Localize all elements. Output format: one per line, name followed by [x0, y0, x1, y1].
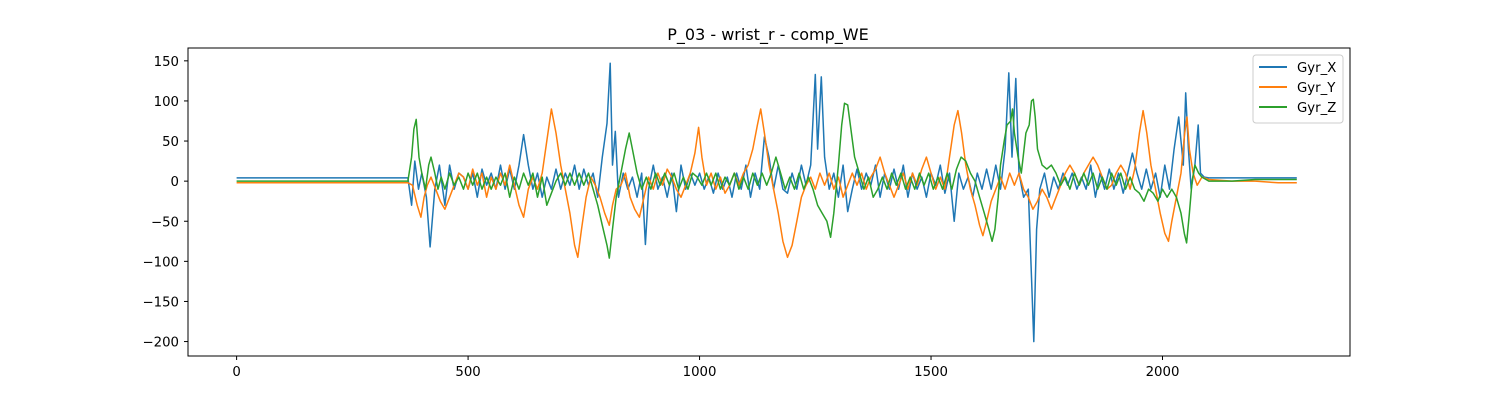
plot-lines — [236, 62, 1297, 343]
y-tick-label: 50 — [162, 135, 179, 150]
x-tick-label: 0 — [232, 365, 240, 380]
y-tick-label: 0 — [171, 175, 179, 190]
series-line-gyr-x — [236, 62, 1297, 343]
chart-title: P_03 - wrist_r - comp_WE — [667, 25, 868, 45]
x-tick-label: 1500 — [914, 365, 948, 380]
legend-label: Gyr_Y — [1297, 81, 1336, 96]
x-tick-label: 2000 — [1146, 365, 1180, 380]
legend-label: Gyr_X — [1297, 61, 1336, 76]
legend-label: Gyr_Z — [1297, 101, 1336, 116]
series-line-gyr-y — [236, 108, 1297, 259]
y-tick-label: −200 — [142, 336, 179, 351]
y-tick-label: −100 — [142, 255, 179, 270]
y-tick-label: 150 — [154, 55, 179, 70]
plot-frame — [187, 47, 1351, 357]
x-tick-label: 1000 — [683, 365, 717, 380]
y-tick-label: −50 — [151, 215, 179, 230]
y-axis: 150 100 50 0 −50 −100 −150 −200 — [142, 55, 188, 351]
y-tick-label: 100 — [154, 95, 179, 110]
x-tick-label: 500 — [455, 365, 480, 380]
series-line-gyr-z — [236, 98, 1297, 259]
x-axis: 0 500 1000 1500 2000 — [232, 356, 1179, 380]
legend: Gyr_X Gyr_Y Gyr_Z — [1252, 54, 1344, 124]
y-tick-label: −150 — [142, 295, 179, 310]
